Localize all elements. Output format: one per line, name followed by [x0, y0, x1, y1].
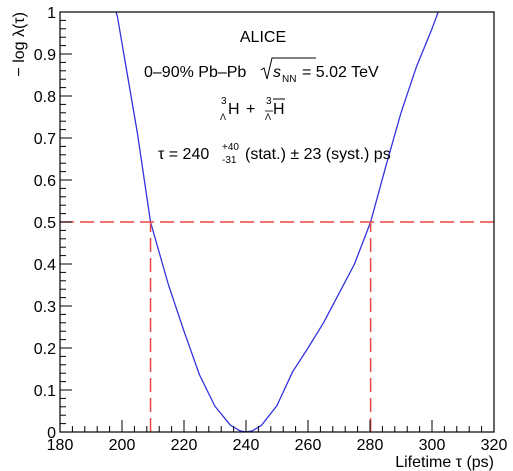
x-tick-label: 240: [233, 437, 260, 454]
y-tick-label: 0.3: [34, 299, 56, 316]
plus-sign: +: [246, 101, 255, 118]
x-tick-label: 280: [357, 437, 384, 454]
energy-value: = 5.02 TeV: [302, 64, 379, 81]
lifetime-value: τ = 240: [158, 146, 209, 163]
hypertriton-lambda: Λ: [220, 112, 226, 122]
series-layer: [60, 12, 494, 432]
y-tick-label: 0.1: [34, 383, 56, 400]
lifetime-uncertainties: (stat.) ± 23 (syst.) ps: [245, 146, 391, 163]
y-axis-title: − log λ(τ): [11, 12, 28, 77]
x-axis-title: Lifetime τ (ps): [395, 454, 494, 471]
x-tick-label: 180: [47, 437, 74, 454]
hypernucleus-label: 3 Λ H + 3 Λ H: [220, 96, 285, 122]
x-tick-label: 320: [481, 437, 508, 454]
y-tick-label: 0: [47, 425, 56, 442]
likelihood-curve: [115, 12, 439, 432]
x-axis: 180 200 220 240 260 280 300 320: [47, 420, 508, 454]
y-tick-label: 1: [47, 5, 56, 22]
x-tick-label: 200: [109, 437, 136, 454]
y-tick-label: 0.4: [34, 257, 56, 274]
lifetime-upper-error: +40: [222, 142, 239, 153]
antihypertriton-mass: 3: [266, 96, 272, 107]
y-tick-label: 0.2: [34, 341, 56, 358]
x-tick-label: 300: [419, 437, 446, 454]
x-tick-label: 220: [171, 437, 198, 454]
y-tick-label: 0.8: [34, 89, 56, 106]
y-tick-label: 0.6: [34, 173, 56, 190]
lifetime-lower-error: -31: [222, 155, 237, 166]
experiment-label: ALICE: [240, 29, 286, 46]
system-prefix: 0–90% Pb–Pb: [144, 64, 246, 81]
energy-symbol-s: s: [273, 64, 281, 81]
energy-symbol-nn: NN: [282, 74, 296, 85]
sqrt-sign: [260, 57, 316, 80]
hypertriton-symbol: H: [228, 101, 240, 118]
y-tick-label: 0.7: [34, 131, 56, 148]
y-axis: 0 0.1 0.2 0.3 0.4 0.5 0.6 0.7 0.8 0.9 1: [34, 5, 72, 442]
x-tick-label: 260: [295, 437, 322, 454]
antihypertriton-lambda: Λ: [265, 112, 271, 122]
y-tick-label: 0.5: [34, 215, 56, 232]
collision-system-label: 0–90% Pb–Pb s NN = 5.02 TeV: [144, 57, 379, 85]
hypertriton-mass: 3: [221, 96, 227, 107]
lifetime-result-label: τ = 240 +40 -31 (stat.) ± 23 (syst.) ps: [158, 142, 391, 166]
antihypertriton-symbol: H: [273, 101, 285, 118]
y-tick-label: 0.9: [34, 47, 56, 64]
